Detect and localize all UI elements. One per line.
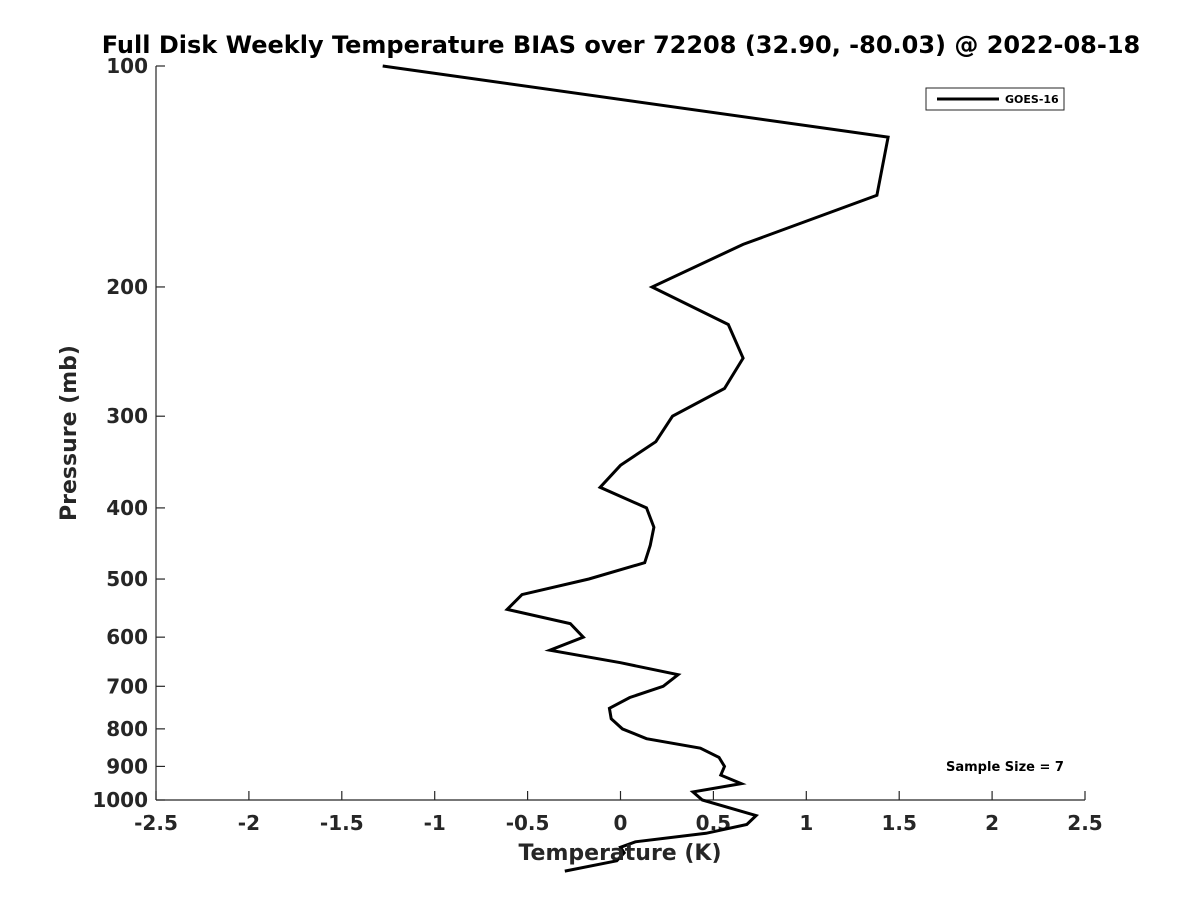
x-tick-label: 1 — [799, 811, 813, 835]
series-line-goes-16 — [382, 64, 890, 873]
y-tick-label: 900 — [106, 754, 148, 778]
x-tick-label: -2.5 — [134, 811, 178, 835]
sample-size-annotation: Sample Size = 7 — [946, 760, 1064, 775]
y-axis-label: Pressure (mb) — [57, 345, 82, 521]
x-tick-label: 0 — [614, 811, 628, 835]
axes-background — [156, 66, 1085, 800]
x-tick-label: -2 — [238, 811, 260, 835]
y-tick-label: 1000 — [92, 788, 148, 812]
y-tick-label: 400 — [106, 496, 148, 520]
y-tick-label: 700 — [106, 674, 148, 698]
y-tick-label: 100 — [106, 54, 148, 78]
x-tick-label: 2.5 — [1067, 811, 1102, 835]
y-tick-label: 200 — [106, 275, 148, 299]
x-axis-label: Temperature (K) — [518, 841, 721, 866]
x-tick-label: -0.5 — [506, 811, 550, 835]
plot-area: -2.5 -2 -1.5 -1 -0.5 0 0.5 1 1.5 2 2.5 10020030040… — [92, 54, 1103, 873]
series-lines — [382, 64, 890, 873]
x-tick-label: 2 — [985, 811, 999, 835]
y-tick-label: 300 — [106, 404, 148, 428]
x-ticks: -2.5 -2 -1.5 -1 -0.5 0 0.5 1 1.5 2 2.5 — [134, 791, 1103, 835]
x-tick-label: -1.5 — [320, 811, 364, 835]
x-tick-label: -1 — [424, 811, 446, 835]
y-tick-label: 600 — [106, 625, 148, 649]
legend: GOES-16 — [925, 87, 1065, 111]
y-tick-label: 500 — [106, 567, 148, 591]
y-ticks: 100 200 300 400 500 600 700 800 900 1000 — [92, 54, 165, 812]
legend-label-goes-16: GOES-16 — [1005, 93, 1059, 106]
y-tick-label: 800 — [106, 717, 148, 741]
x-tick-label: 1.5 — [881, 811, 916, 835]
chart-title: Full Disk Weekly Temperature BIAS over 7… — [102, 31, 1141, 59]
